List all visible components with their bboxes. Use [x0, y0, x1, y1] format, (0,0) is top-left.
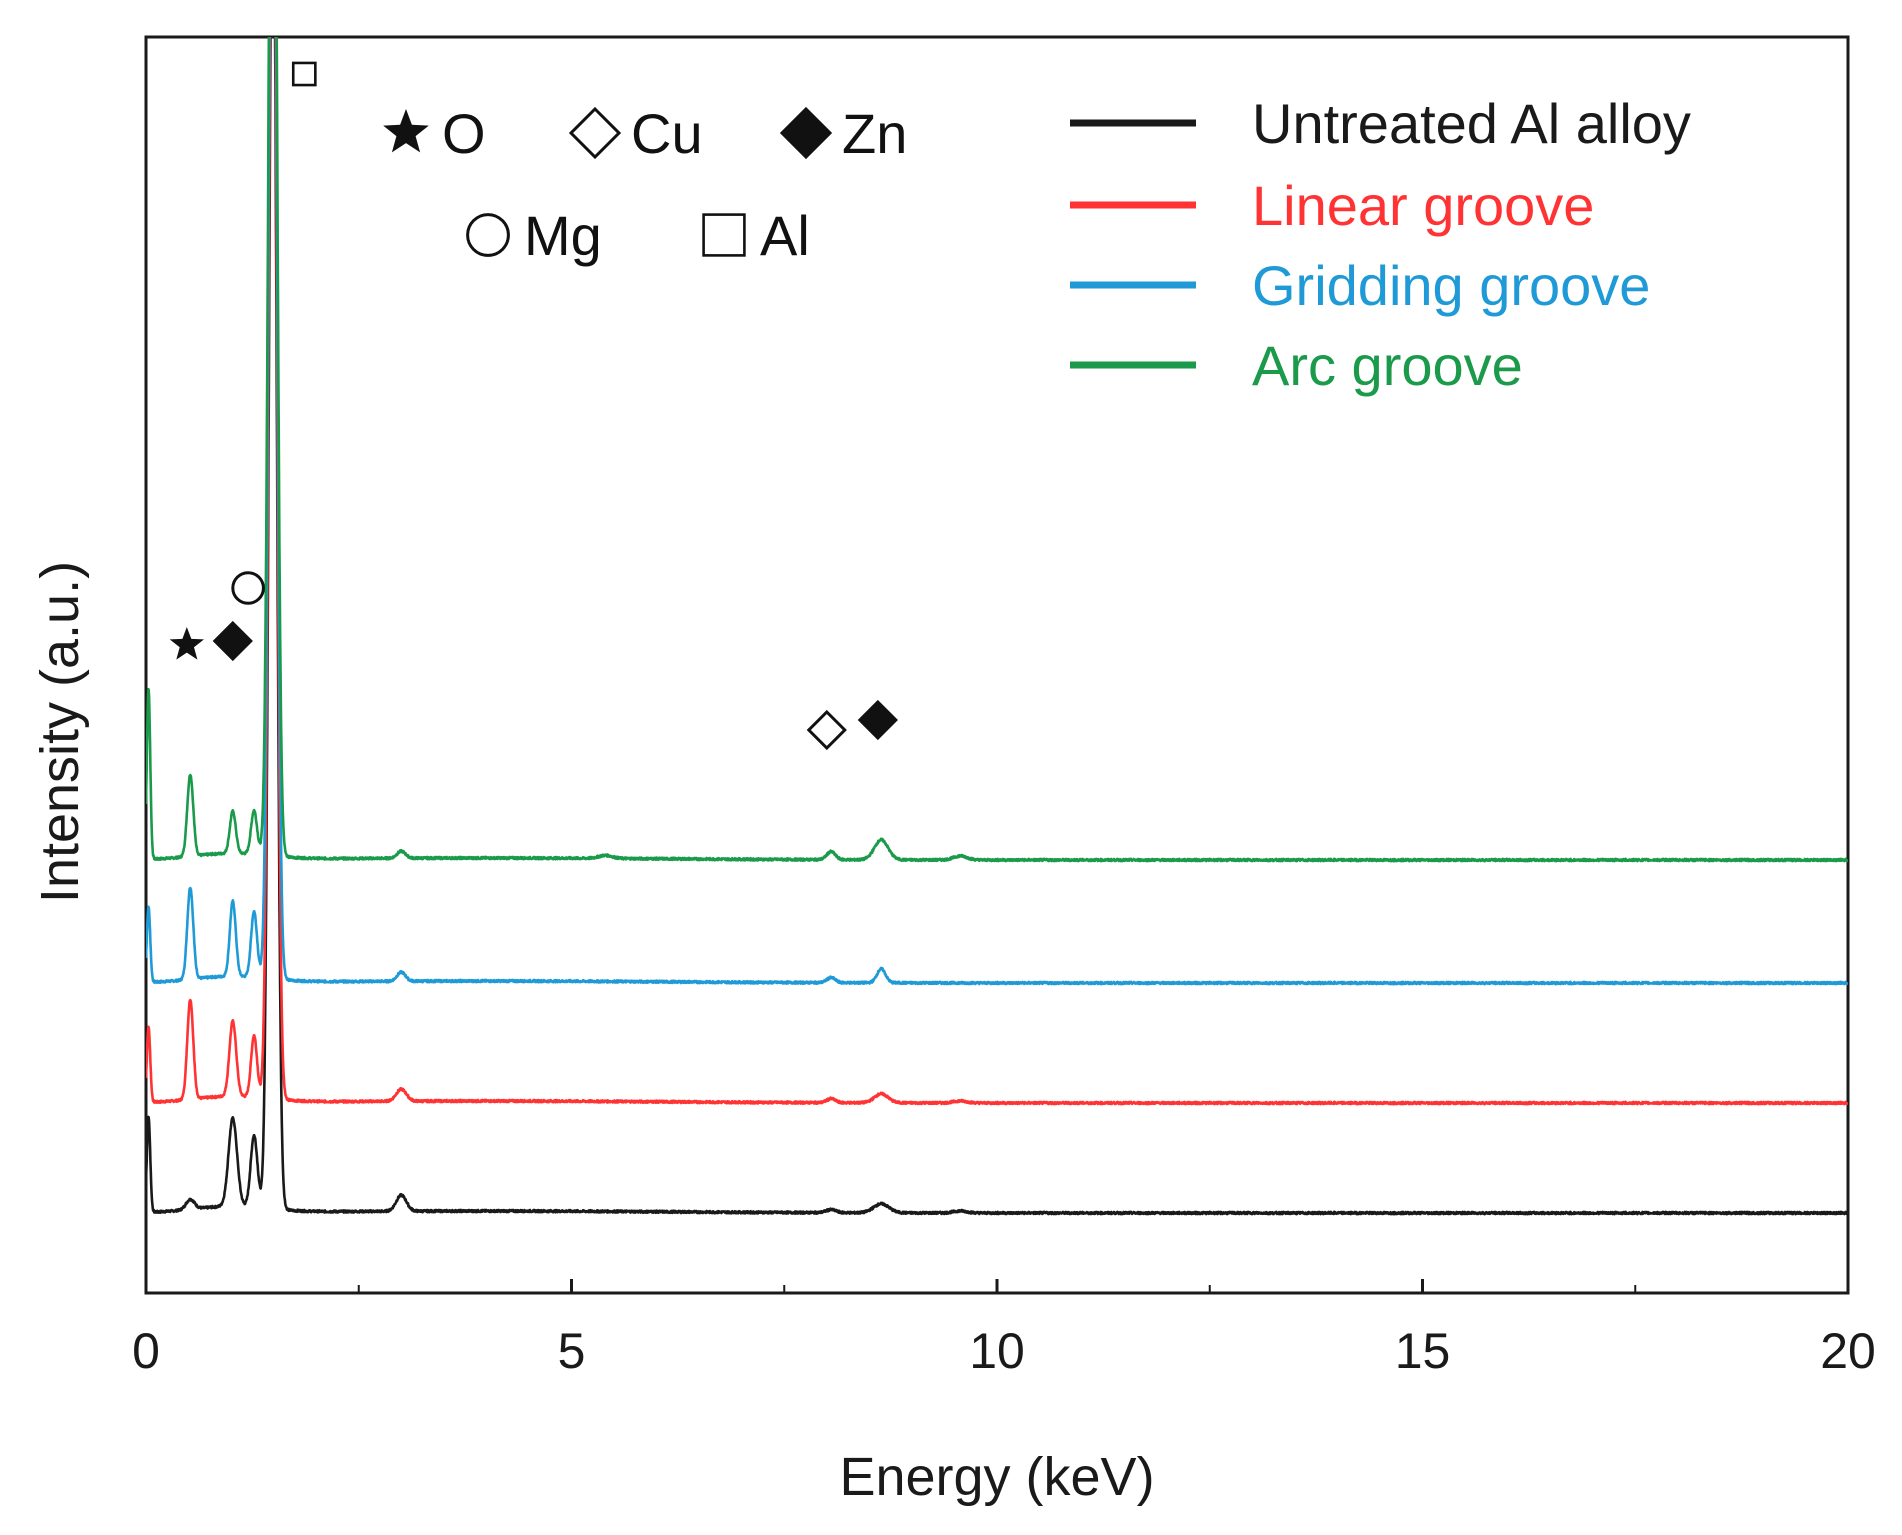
x-tick-label: 10: [969, 1323, 1025, 1379]
x-tick-label: 15: [1395, 1323, 1451, 1379]
filled-star-icon: [169, 627, 204, 660]
open-circle-icon: [231, 571, 265, 605]
open-diamond-icon: [806, 709, 847, 751]
y-axis-title: Intensity (a.u.): [30, 561, 90, 903]
filled-diamond-icon: [212, 620, 253, 662]
filled-star-icon: [383, 109, 429, 153]
element-key-label: Al: [760, 204, 810, 267]
filled-diamond-icon: [857, 699, 898, 741]
peak-markers: [169, 61, 898, 751]
legend-label: Gridding groove: [1252, 254, 1650, 317]
open-diamond-icon: [568, 106, 622, 160]
element-key-label: Cu: [631, 102, 703, 165]
open-circle-icon: [466, 213, 510, 257]
spectrum-line-untreated-al-alloy: [146, 37, 1848, 1216]
x-tick-label: 20: [1820, 1323, 1876, 1379]
open-square-icon: [291, 61, 317, 87]
element-key-label: O: [442, 102, 486, 165]
x-tick-label: 0: [132, 1323, 160, 1379]
x-axis-tick-labels: 0 5 10 15 20: [132, 1323, 1876, 1379]
spectrum-line-arc-groove: [146, 37, 1848, 863]
spectrum-line-linear-groove: [146, 37, 1848, 1106]
legend-label: Arc groove: [1252, 334, 1523, 397]
x-axis-title: Energy (keV): [839, 1447, 1154, 1507]
legend-label: Untreated Al alloy: [1252, 92, 1691, 155]
spectrum-line-gridding-groove: [146, 37, 1848, 986]
spectra-group: [146, 37, 1848, 1216]
element-key-label: Zn: [842, 102, 907, 165]
x-axis-ticks: [144, 1279, 1850, 1293]
element-symbol-key: O Cu Zn Mg Al: [383, 102, 907, 267]
legend: Untreated Al alloy Linear groove Gridding …: [1070, 92, 1691, 397]
filled-diamond-icon: [779, 106, 833, 160]
legend-label: Linear groove: [1252, 174, 1594, 237]
element-key-label: Mg: [524, 204, 602, 267]
open-square-icon: [702, 213, 746, 257]
x-tick-label: 5: [558, 1323, 586, 1379]
